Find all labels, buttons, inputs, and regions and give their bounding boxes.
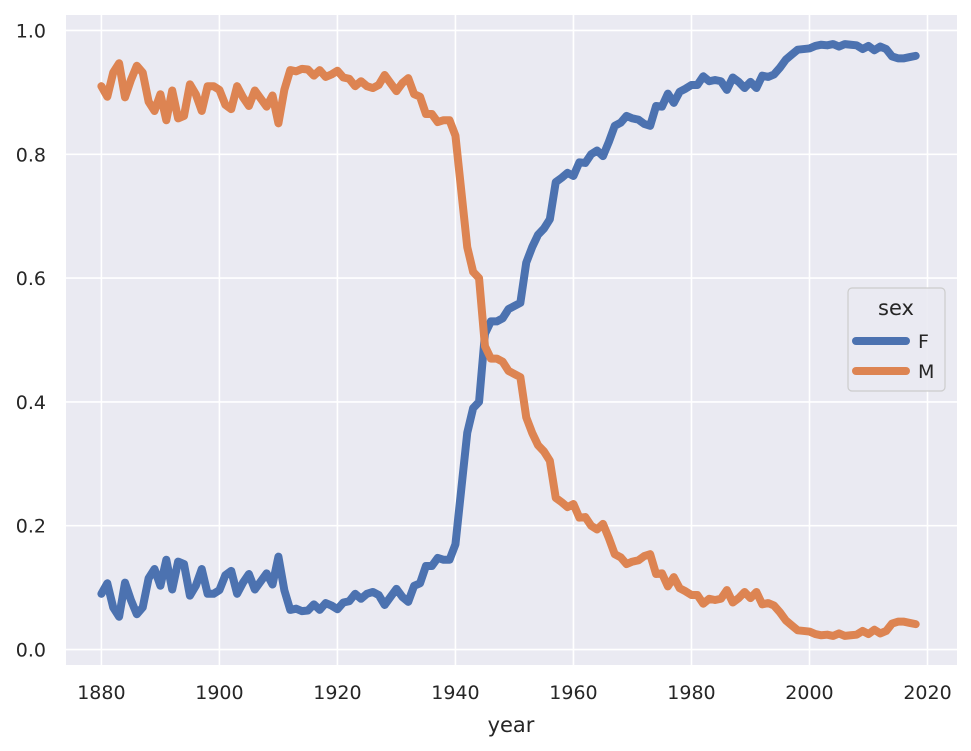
x-tick-label: 2020 [903, 682, 951, 704]
series-line-m [97, 59, 920, 640]
y-tick-label: 0.8 [16, 144, 46, 166]
x-tick-label: 1920 [313, 682, 361, 704]
series-lines [97, 40, 920, 640]
legend: sex F M [847, 287, 946, 392]
plot-background [66, 15, 957, 665]
legend-label-m: M [918, 361, 934, 383]
y-tick-label: 0.2 [16, 516, 46, 538]
x-tick-label: 1980 [667, 682, 715, 704]
x-tick-label: 2000 [785, 682, 833, 704]
x-tick-labels: 1880 1900 1920 1940 1960 1980 2000 2020 [77, 682, 951, 704]
y-tick-label: 0.4 [16, 392, 46, 414]
y-tick-label: 1.0 [16, 20, 46, 42]
y-tick-label: 0.0 [16, 640, 46, 662]
legend-label-f: F [918, 331, 929, 353]
y-tick-labels: 0.0 0.2 0.4 0.6 0.8 1.0 [16, 20, 46, 661]
grid-lines [66, 15, 957, 665]
x-tick-label: 1900 [195, 682, 243, 704]
x-axis-title: year [488, 713, 535, 737]
series-line-f [97, 40, 920, 621]
x-tick-label: 1960 [549, 682, 597, 704]
x-tick-label: 1940 [431, 682, 479, 704]
x-tick-label: 1880 [77, 682, 125, 704]
y-tick-label: 0.6 [16, 268, 46, 290]
legend-title: sex [878, 296, 914, 320]
